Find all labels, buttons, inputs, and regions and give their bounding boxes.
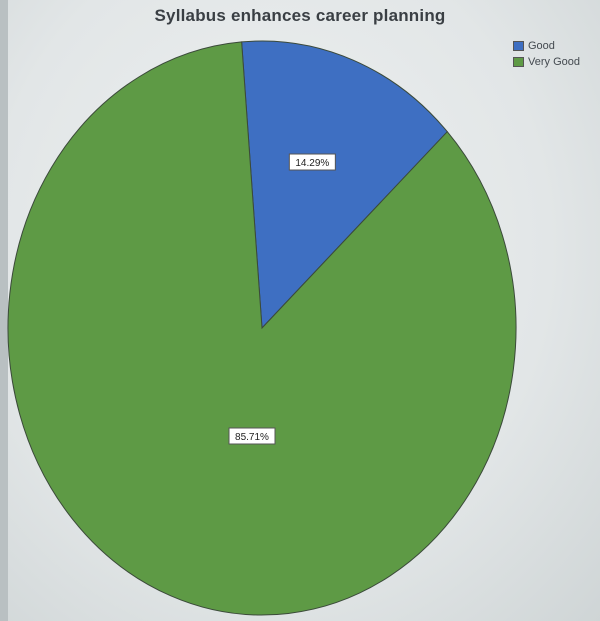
legend-label-good: Good <box>528 40 555 52</box>
pie-label-good: 14.29% <box>288 153 336 171</box>
pie-label-box <box>228 427 276 445</box>
pie-slice-good <box>241 40 448 330</box>
chart-title: Syllabus enhances career planning <box>154 6 446 25</box>
legend-label-very-good: Very Good <box>528 56 580 68</box>
legend-swatch-very-good <box>513 57 524 67</box>
legend-item-very-good: Very Good <box>513 54 580 70</box>
pie-label-text: 14.29% <box>295 158 329 169</box>
legend-swatch-good <box>513 41 524 51</box>
legend: Good Very Good <box>513 38 580 70</box>
pie-slice-very-good <box>7 41 517 616</box>
legend-item-good: Good <box>513 38 580 54</box>
pie-label-box <box>288 153 336 171</box>
pie-label-text: 85.71% <box>235 432 269 443</box>
left-edge <box>0 0 8 621</box>
pie-label-very-good: 85.71% <box>228 427 276 445</box>
